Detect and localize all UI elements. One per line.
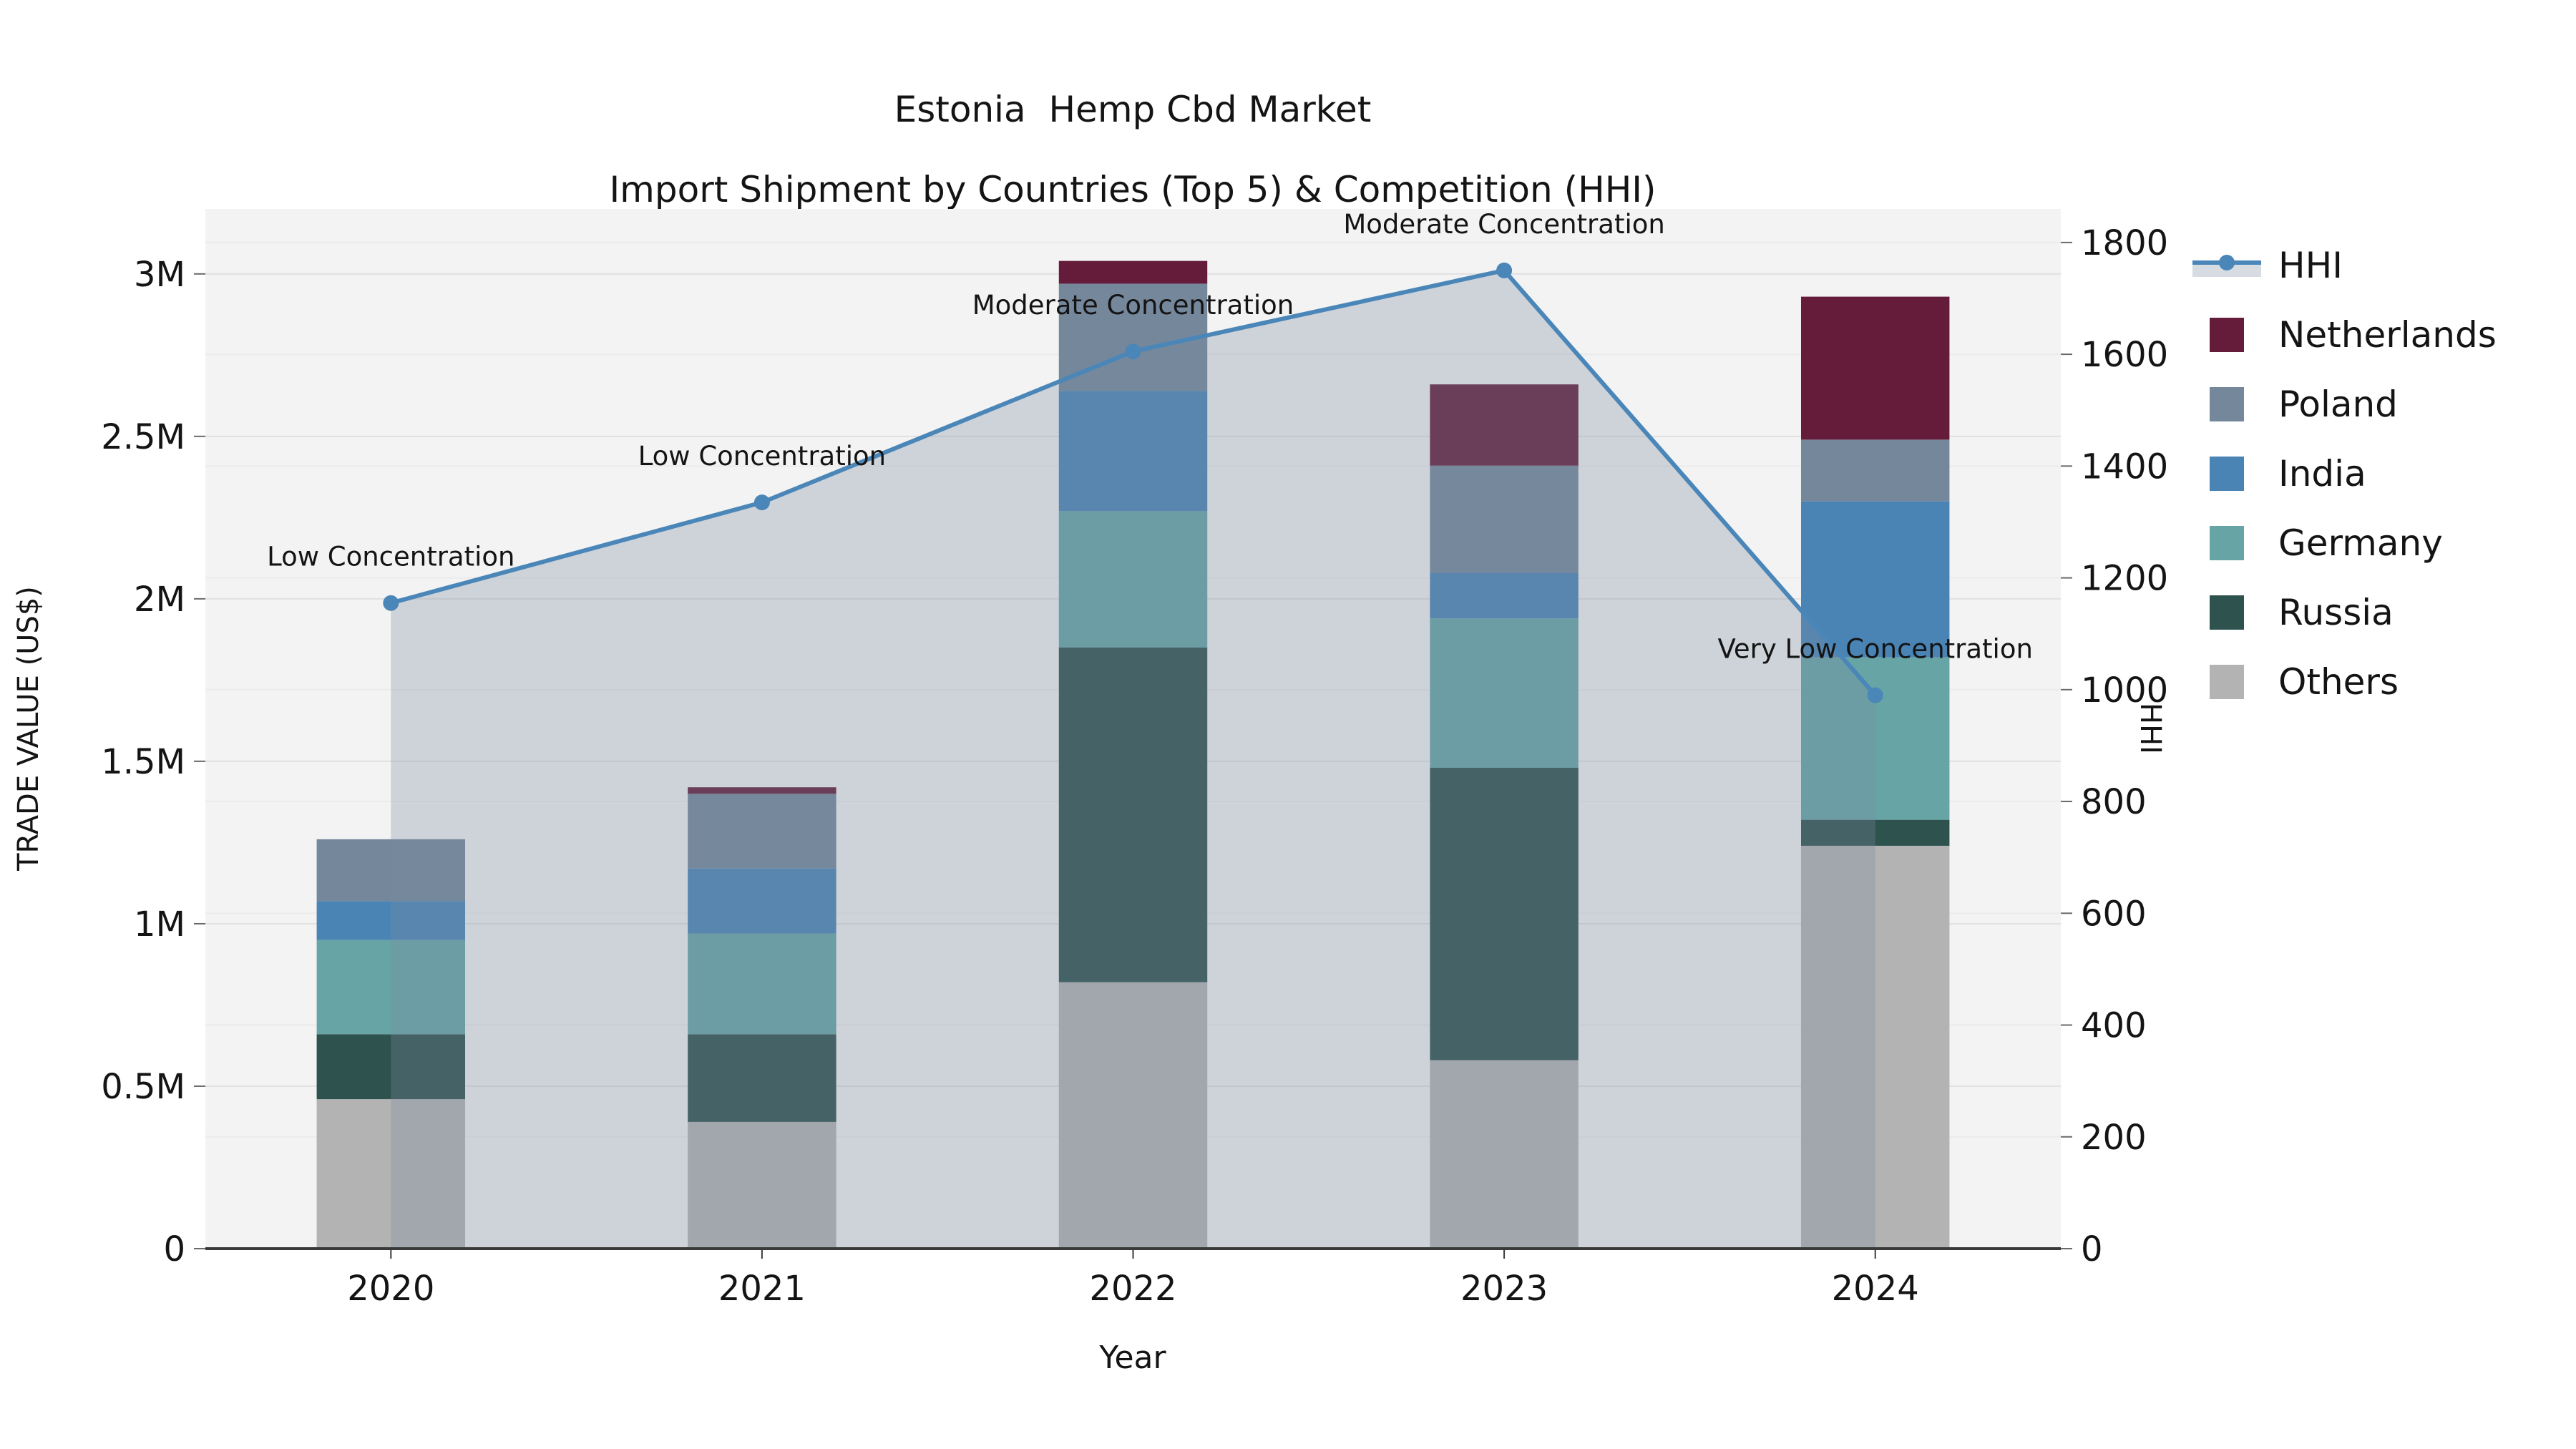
color-swatch-icon xyxy=(2191,455,2263,492)
legend-swatch-russia xyxy=(2210,595,2244,630)
legend-item-netherlands[interactable]: Netherlands xyxy=(2191,300,2497,369)
legend-swatch-netherlands xyxy=(2210,317,2244,352)
legend-label: Russia xyxy=(2278,591,2394,633)
hhi-point-2023[interactable] xyxy=(1496,262,1513,278)
legend: HHI Netherlands Poland India Germany Russia Ot… xyxy=(2191,230,2497,716)
bar-segment-2024-india[interactable] xyxy=(1800,501,1950,658)
chart-title-line1: Estonia Hemp Cbd Market xyxy=(894,89,1372,130)
bar-segment-2024-russia[interactable] xyxy=(1800,819,1950,846)
legend-label: HHI xyxy=(2278,244,2343,286)
y-right-tick-label-200: 200 xyxy=(2081,1118,2147,1158)
bar-segment-2023-poland[interactable] xyxy=(1430,465,1579,573)
legend-label: Others xyxy=(2278,660,2399,703)
hhi-point-2022[interactable] xyxy=(1125,343,1141,360)
y-left-tick-label-0: 0 xyxy=(163,1229,185,1269)
bar-segment-2022-netherlands[interactable] xyxy=(1058,260,1208,284)
bar-segment-2021-netherlands[interactable] xyxy=(688,787,836,794)
y-left-tick-label-1.5M: 1.5M xyxy=(101,742,185,782)
x-tick-label-2023: 2023 xyxy=(1460,1269,1548,1309)
y-right-tick-label-1600: 1600 xyxy=(2081,335,2168,375)
legend-label: India xyxy=(2278,452,2366,494)
y-left-tick-label-0.5M: 0.5M xyxy=(101,1067,185,1107)
bar-segment-2021-poland[interactable] xyxy=(688,794,836,869)
x-axis-label: Year xyxy=(1099,1340,1166,1376)
bar-segment-2024-poland[interactable] xyxy=(1800,439,1950,502)
y-left-tick-label-2M: 2M xyxy=(134,580,185,620)
bar-segment-2023-others[interactable] xyxy=(1430,1060,1579,1249)
x-tick-label-2021: 2021 xyxy=(718,1269,806,1309)
x-tick-label-2022: 2022 xyxy=(1089,1269,1176,1309)
annotation-2022: Moderate Concentration xyxy=(972,290,1294,321)
x-tick-label-2020: 2020 xyxy=(347,1269,434,1309)
bar-segment-2024-germany[interactable] xyxy=(1800,657,1950,820)
legend-swatch-others xyxy=(2210,664,2244,699)
color-swatch-icon xyxy=(2191,594,2263,631)
bar-segment-2020-others[interactable] xyxy=(316,1099,466,1249)
bar-segment-2020-germany[interactable] xyxy=(316,940,466,1035)
bar-segment-2022-others[interactable] xyxy=(1058,982,1208,1249)
legend-label: Netherlands xyxy=(2278,313,2497,356)
color-swatch-icon xyxy=(2191,316,2263,353)
y-right-tick-label-1400: 1400 xyxy=(2081,447,2168,487)
bar-segment-2020-poland[interactable] xyxy=(316,839,466,902)
annotation-2021: Low Concentration xyxy=(638,441,886,472)
chart-title: Estonia Hemp Cbd Market Import Shipment … xyxy=(609,56,1656,243)
y-right-tick-label-400: 400 xyxy=(2081,1006,2147,1046)
legend-item-russia[interactable]: Russia xyxy=(2191,577,2497,647)
hhi-area-fill xyxy=(391,270,1875,1249)
y-right-tick-label-1000: 1000 xyxy=(2081,670,2168,711)
hhi-point-2020[interactable] xyxy=(383,595,399,611)
y-right-tick-label-1800: 1800 xyxy=(2081,223,2168,263)
bar-segment-2024-others[interactable] xyxy=(1800,845,1950,1249)
legend-item-india[interactable]: India xyxy=(2191,439,2497,508)
y-right-tick-label-800: 800 xyxy=(2081,782,2147,822)
legend-label: Germany xyxy=(2278,522,2443,564)
legend-item-hhi[interactable]: HHI xyxy=(2191,230,2497,300)
y-left-tick-label-2.5M: 2.5M xyxy=(101,417,185,457)
color-swatch-icon xyxy=(2191,663,2263,701)
hhi-point-2024[interactable] xyxy=(1867,687,1883,703)
annotation-2023: Moderate Concentration xyxy=(1343,209,1664,240)
x-tick-label-2024: 2024 xyxy=(1832,1269,1919,1309)
bar-segment-2021-russia[interactable] xyxy=(688,1034,836,1122)
bar-segment-2024-netherlands[interactable] xyxy=(1800,296,1950,440)
y-left-tick-label-1M: 1M xyxy=(134,904,185,945)
bar-segment-2023-india[interactable] xyxy=(1430,572,1579,619)
bar-segment-2021-india[interactable] xyxy=(688,868,836,934)
legend-swatch-india xyxy=(2210,456,2244,491)
legend-item-germany[interactable]: Germany xyxy=(2191,508,2497,577)
bar-segment-2023-netherlands[interactable] xyxy=(1430,384,1579,466)
legend-item-poland[interactable]: Poland xyxy=(2191,369,2497,439)
y-left-tick-label-3M: 3M xyxy=(134,255,185,295)
chart-title-line2: Import Shipment by Countries (Top 5) & C… xyxy=(609,169,1657,210)
bar-segment-2020-india[interactable] xyxy=(316,901,466,940)
bar-segment-2020-russia[interactable] xyxy=(316,1034,466,1100)
bar-segment-2021-germany[interactable] xyxy=(688,933,836,1035)
legend-swatch-poland xyxy=(2210,386,2244,421)
y-right-tick-label-1200: 1200 xyxy=(2081,559,2168,599)
bar-segment-2023-germany[interactable] xyxy=(1430,618,1579,768)
legend-label: Poland xyxy=(2278,383,2398,425)
y-right-tick-label-600: 600 xyxy=(2081,894,2147,934)
y-right-tick-label-0: 0 xyxy=(2081,1229,2103,1269)
bar-segment-2022-russia[interactable] xyxy=(1058,647,1208,982)
bar-segment-2021-others[interactable] xyxy=(688,1121,836,1249)
legend-swatch-germany xyxy=(2210,525,2244,560)
color-swatch-icon xyxy=(2191,525,2263,562)
color-swatch-icon xyxy=(2191,386,2263,423)
annotation-2024: Very Low Concentration xyxy=(1717,634,2032,665)
legend-item-others[interactable]: Others xyxy=(2191,647,2497,716)
hhi-line-icon xyxy=(2191,247,2263,284)
bar-segment-2022-india[interactable] xyxy=(1058,391,1208,512)
hhi-point-2021[interactable] xyxy=(753,494,770,511)
bar-segment-2023-russia[interactable] xyxy=(1430,767,1579,1060)
annotation-2020: Low Concentration xyxy=(267,542,514,572)
bar-segment-2022-germany[interactable] xyxy=(1058,511,1208,648)
